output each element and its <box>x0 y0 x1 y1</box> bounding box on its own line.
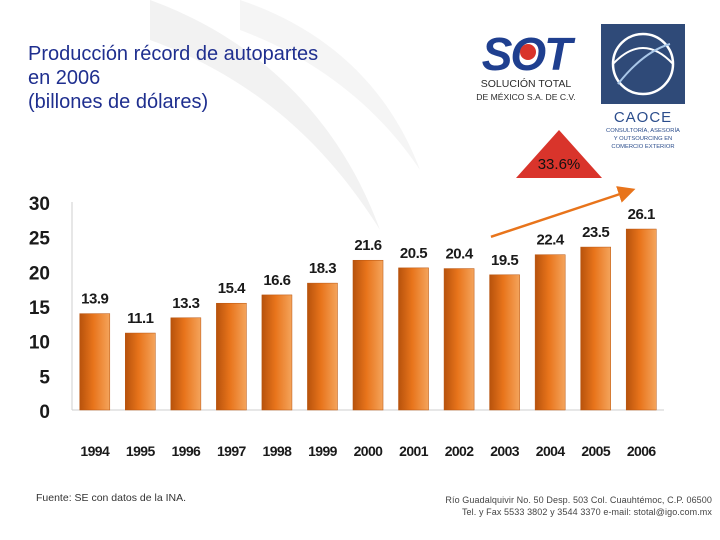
caoce-logo: CAOCE CONSULTORÍA, ASESORÍA Y OUTSOURCIN… <box>601 24 685 150</box>
growth-arrow <box>490 186 636 238</box>
bar-1995 <box>125 332 156 411</box>
bar-2004 <box>534 254 566 411</box>
bar-2002 <box>443 268 475 411</box>
caoce-logo-line1: CONSULTORÍA, ASESORÍA <box>606 127 680 134</box>
sot-logo-line2: DE MÉXICO S.A. DE C.V. <box>476 92 576 102</box>
y-tick-label: 30 <box>29 194 50 215</box>
bar-1996 <box>170 317 202 411</box>
x-tick-label-2005: 2005 <box>581 443 611 459</box>
data-labels: 13.9 11.1 13.3 15.4 16.6 18.3 21.6 20.5 20.4 19.5… <box>81 206 655 327</box>
x-tick-label-2003: 2003 <box>490 443 520 459</box>
bar-2005 <box>580 246 611 411</box>
x-tick-label-1998: 1998 <box>263 443 293 459</box>
title-line-1: Producción récord de autopartes <box>28 43 319 65</box>
sot-globe-icon <box>520 44 536 60</box>
bar-1997 <box>216 302 247 411</box>
caoce-logo-line2: Y OUTSOURCING EN <box>614 136 673 142</box>
bar-series <box>79 228 657 411</box>
x-tick-label-1994: 1994 <box>80 443 110 459</box>
data-label-1995: 11.1 <box>127 310 154 327</box>
data-label-2005: 23.5 <box>582 224 609 241</box>
caoce-logo-mark: CAOCE <box>614 109 672 126</box>
data-label-1996: 13.3 <box>172 295 199 312</box>
x-axis-ticks: 1994 1995 1996 1997 1998 1999 2000 2001 2002 2003… <box>80 443 657 459</box>
growth-triangle <box>516 130 602 178</box>
address-line-2: Tel. y Fax 5533 3802 y 3544 3370 e-mail:… <box>461 507 712 517</box>
sot-logo: SOT SOLUCIÓN TOTAL DE MÉXICO S.A. DE C.V… <box>476 28 578 102</box>
y-tick-label: 10 <box>29 333 50 354</box>
data-label-1998: 16.6 <box>263 272 290 289</box>
x-tick-label-2002: 2002 <box>445 443 475 459</box>
bar-2003 <box>489 274 520 411</box>
data-label-2000: 21.6 <box>354 237 381 254</box>
caoce-emblem <box>601 24 685 104</box>
x-tick-label-1996: 1996 <box>171 443 201 459</box>
title-line-3: (billones de dólares) <box>28 91 209 113</box>
caoce-logo-line3: COMERCIO EXTERIOR <box>611 144 674 150</box>
y-tick-label: 20 <box>29 263 50 284</box>
sot-logo-line1: SOLUCIÓN TOTAL <box>481 77 572 90</box>
title-line-2: en 2006 <box>28 67 101 89</box>
bar-1999 <box>307 282 338 411</box>
data-label-1997: 15.4 <box>218 280 246 297</box>
bar-2006 <box>625 228 657 411</box>
x-tick-label-2006: 2006 <box>627 443 657 459</box>
y-axis-ticks: 0 5 10 15 20 25 30 <box>29 194 51 423</box>
bar-1994 <box>79 313 111 411</box>
data-label-2003: 19.5 <box>491 252 518 269</box>
x-tick-label-2000: 2000 <box>354 443 384 459</box>
slide-title: Producción récord de autopartes en 2006 … <box>28 42 448 114</box>
bar-1998 <box>261 294 293 411</box>
source-note: Fuente: SE con datos de la INA. <box>36 492 187 504</box>
y-tick-label: 0 <box>39 402 50 423</box>
address-line-1: Río Guadalquivir No. 50 Desp. 503 Col. C… <box>445 495 712 505</box>
bar-chart: 0 5 10 15 20 25 30 13.9 11.1 13.3 15.4 16.6 18.3 21.… <box>29 186 664 459</box>
x-tick-label-1999: 1999 <box>308 443 338 459</box>
y-tick-label: 25 <box>29 229 51 250</box>
company-address: Río Guadalquivir No. 50 Desp. 503 Col. C… <box>445 494 712 518</box>
data-label-1999: 18.3 <box>309 260 336 277</box>
x-tick-label-1995: 1995 <box>126 443 156 459</box>
bar-2001 <box>398 267 429 411</box>
x-tick-label-2004: 2004 <box>536 443 566 459</box>
x-tick-label-2001: 2001 <box>399 443 429 459</box>
y-tick-label: 5 <box>39 367 50 388</box>
data-label-2004: 22.4 <box>537 232 565 249</box>
bar-2000 <box>352 259 384 411</box>
x-tick-label-1997: 1997 <box>217 443 247 459</box>
data-label-2006: 26.1 <box>628 206 655 223</box>
data-label-2002: 20.4 <box>445 246 473 263</box>
data-label-1994: 13.9 <box>81 291 108 308</box>
growth-label: 33.6% <box>537 156 581 173</box>
data-label-2001: 20.5 <box>400 245 427 262</box>
y-tick-label: 15 <box>29 298 51 319</box>
